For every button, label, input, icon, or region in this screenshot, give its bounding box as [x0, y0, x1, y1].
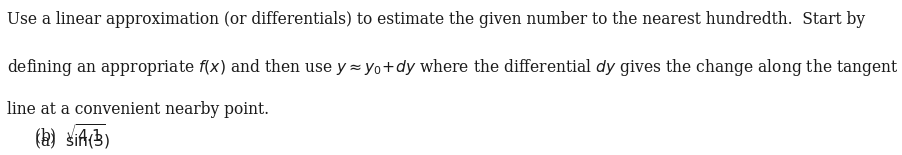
Text: defining an appropriate $f(x)$ and then use $y \approx y_0\!+\!dy$ where the dif: defining an appropriate $f(x)$ and then … — [7, 57, 898, 78]
Text: line at a convenient nearby point.: line at a convenient nearby point. — [7, 101, 269, 118]
Text: (b)  $\sqrt{4.1}$: (b) $\sqrt{4.1}$ — [34, 123, 106, 147]
Text: Use a linear approximation (or differentials) to estimate the given number to th: Use a linear approximation (or different… — [7, 11, 864, 28]
Text: (a)  $\sin(3)$: (a) $\sin(3)$ — [34, 132, 110, 151]
